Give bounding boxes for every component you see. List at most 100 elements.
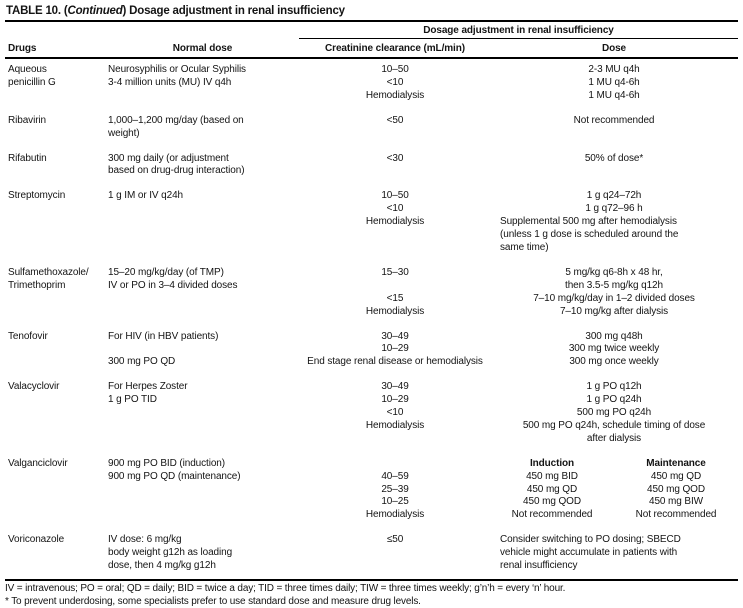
creatinine-cell: 10–50 <10 Hemodialysis bbox=[300, 64, 490, 103]
cell-line: <10 bbox=[386, 203, 404, 215]
cell-line: dose, then 4 mg/kg g12h bbox=[108, 560, 216, 572]
cell-line: End stage renal disease or hemodialysis bbox=[307, 356, 483, 368]
cell-line: 1 g q72–96 h bbox=[585, 203, 643, 215]
column-header-row: Drugs Normal dose Creatinine clearance (… bbox=[5, 39, 738, 57]
cell-line: (unless 1 g dose is scheduled around the bbox=[500, 229, 679, 241]
table-title-continued: Continued bbox=[67, 5, 123, 17]
cell-line: vehicle might accumulate in patients wit… bbox=[500, 547, 678, 559]
footnote-abbreviations: IV = intravenous; PO = oral; QD = daily;… bbox=[5, 583, 566, 594]
footnote-asterisk: * To prevent underdosing, some specialis… bbox=[5, 595, 421, 607]
cell-line: Voriconazole bbox=[8, 534, 65, 546]
title-rule bbox=[5, 20, 738, 22]
cell-line: 1 MU q4-6h bbox=[588, 89, 640, 101]
dose-cell: 2-3 MU q4h 1 MU q4-6h 1 MU q4-6h bbox=[490, 64, 738, 103]
cell-line: Hemodialysis bbox=[365, 305, 425, 317]
cell-line: Hemodialysis bbox=[365, 216, 425, 228]
cell-line: IV or PO in 3–4 divided doses bbox=[108, 279, 238, 291]
cell-line: penicillin G bbox=[8, 76, 56, 88]
cell-line: Supplemental 500 mg after hemodialysis bbox=[500, 216, 677, 228]
cell-line: 900 mg PO QD (maintenance) bbox=[108, 470, 241, 482]
cell-line: 2-3 MU q4h bbox=[588, 64, 640, 75]
column-header-dose: Dose bbox=[601, 43, 627, 54]
cell-line: 7–10 mg/kg/day in 1–2 divided doses bbox=[533, 292, 695, 304]
dose-cell: 300 mg q48h 300 mg twice weekly 300 mg onc… bbox=[490, 331, 738, 370]
dose-cell: 1 g PO q12h 1 g PO q24h 500 mg PO q24h 500 … bbox=[490, 381, 738, 446]
cell-line: Not recommended bbox=[511, 509, 593, 521]
cell-line: 25–39 bbox=[381, 483, 409, 495]
dose-cell: 5 mg/kg q6-8h x 48 hr, then 3.5-5 mg/kg q… bbox=[490, 267, 738, 319]
cell-line: weight) bbox=[108, 127, 140, 139]
cell-line: 10–29 bbox=[381, 343, 409, 355]
table-row: Ribavirin 1,000–1,200 mg/day (based on wei… bbox=[5, 115, 738, 153]
cell-line: 1 g IM or IV q24h bbox=[108, 190, 184, 202]
cell-line: 10–25 bbox=[381, 496, 409, 508]
cell-line: 5 mg/kg q6-8h x 48 hr, bbox=[565, 266, 663, 278]
cell-line: <30 bbox=[386, 152, 404, 164]
cell-line: IV dose: 6 mg/kg bbox=[108, 534, 182, 546]
cell-line bbox=[108, 343, 300, 356]
cell-line: Valacyclovir bbox=[8, 381, 60, 393]
cell-line bbox=[300, 280, 490, 293]
table-body: Aqueous penicillin G Neurosyphilis or Ocul… bbox=[5, 59, 738, 579]
footer-rule bbox=[5, 579, 738, 581]
normal-dose-cell: For HIV (in HBV patients) 300 mg PO QD bbox=[105, 331, 300, 370]
normal-dose-cell: Neurosyphilis or Ocular Syphilis 3-4 mill… bbox=[105, 64, 300, 103]
cell-line: 900 mg PO BID (induction) bbox=[108, 457, 225, 469]
cell-line: Not recommended bbox=[635, 509, 717, 521]
table-row: Voriconazole IV dose: 6 mg/kg body weight … bbox=[5, 534, 738, 579]
normal-dose-cell: 15–20 mg/kg/day (of TMP) IV or PO in 3–4 … bbox=[105, 267, 300, 319]
normal-dose-cell: IV dose: 6 mg/kg body weight g12h as load… bbox=[105, 534, 300, 573]
cell-line: Sulfamethoxazole/ bbox=[8, 266, 89, 278]
cell-line: based on drug-drug interaction) bbox=[108, 165, 245, 177]
cell-line: 300 mg once weekly bbox=[569, 356, 659, 368]
cell-line: <50 bbox=[386, 114, 404, 126]
dose-cell: 50% of dose* bbox=[490, 153, 738, 179]
cell-line: 500 mg PO q24h bbox=[576, 407, 652, 419]
cell-line: Hemodialysis bbox=[365, 89, 425, 101]
drug-cell: Aqueous penicillin G bbox=[5, 64, 105, 103]
drug-cell: Valganciclovir bbox=[5, 458, 105, 523]
cell-line: Tenofovir bbox=[8, 330, 48, 342]
cell-line: after dialysis bbox=[586, 432, 642, 444]
cell-line: 450 mg BID bbox=[526, 470, 578, 482]
normal-dose-cell: 1,000–1,200 mg/day (based on weight) bbox=[105, 115, 300, 141]
cell-line: body weight g12h as loading bbox=[108, 547, 233, 559]
span-header-spacer bbox=[5, 22, 299, 39]
cell-line: Aqueous bbox=[8, 64, 47, 75]
cell-line: 10–50 bbox=[381, 64, 409, 75]
cell-line: 300 mg twice weekly bbox=[568, 343, 660, 355]
cell-line: 1 g PO q12h bbox=[586, 381, 642, 393]
creatinine-cell: ≤50 bbox=[300, 534, 490, 573]
cell-line: 500 mg PO q24h, schedule timing of dose bbox=[522, 419, 706, 431]
normal-dose-cell: 300 mg daily (or adjustment based on drug… bbox=[105, 153, 300, 179]
cell-line: 1,000–1,200 mg/day (based on bbox=[108, 114, 244, 126]
normal-dose-cell: 1 g IM or IV q24h bbox=[105, 190, 300, 255]
cell-line: For HIV (in HBV patients) bbox=[108, 330, 219, 342]
cell-line: ≤50 bbox=[386, 534, 404, 546]
cell-line: same time) bbox=[500, 241, 549, 253]
cell-line: 450 mg BIW bbox=[648, 496, 704, 508]
cell-line: Hemodialysis bbox=[365, 509, 425, 521]
cell-line: 300 mg PO QD bbox=[108, 356, 176, 368]
drug-cell: Voriconazole bbox=[5, 534, 105, 573]
cell-line: Valganciclovir bbox=[8, 457, 68, 469]
dose-subcolumn-header: Induction bbox=[529, 457, 575, 469]
drug-cell: Rifabutin bbox=[5, 153, 105, 179]
creatinine-cell: 30–49 10–29 End stage renal disease or hem… bbox=[300, 331, 490, 370]
cell-line: <15 bbox=[386, 292, 404, 304]
column-header-normal-dose: Normal dose bbox=[172, 43, 233, 54]
footnotes: IV = intravenous; PO = oral; QD = daily;… bbox=[5, 581, 738, 608]
cell-line: renal insufficiency bbox=[500, 560, 578, 572]
cell-line: <10 bbox=[386, 76, 404, 88]
cell-line: 50% of dose* bbox=[584, 152, 644, 164]
table-row: Rifabutin 300 mg daily (or adjustment base… bbox=[5, 153, 738, 191]
column-header-drugs: Drugs bbox=[8, 43, 37, 54]
drug-cell: Valacyclovir bbox=[5, 381, 105, 446]
normal-dose-cell: For Herpes Zoster 1 g PO TID bbox=[105, 381, 300, 446]
cell-line: 1 g q24–72h bbox=[586, 190, 642, 202]
dose-cell: 1 g q24–72h 1 g q72–96 h Supplemental 500 … bbox=[490, 190, 738, 255]
drug-cell: Ribavirin bbox=[5, 115, 105, 141]
cell-line: Neurosyphilis or Ocular Syphilis bbox=[108, 64, 246, 75]
cell-line: then 3.5-5 mg/kg q12h bbox=[565, 279, 663, 291]
